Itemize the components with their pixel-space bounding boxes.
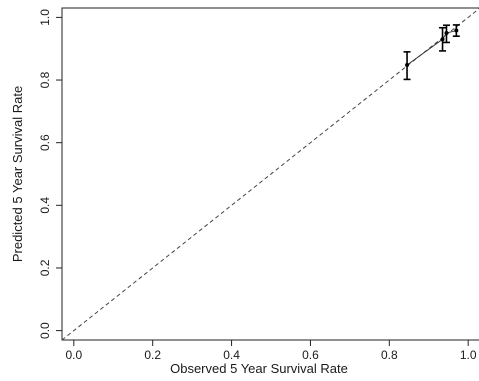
- calibration-curve: [406, 30, 457, 66]
- y-tick-label-1: 0.2: [38, 259, 52, 276]
- data-point-3: [442, 24, 450, 44]
- x-tick-label-4: 0.8: [381, 348, 398, 362]
- point-marker-1: [405, 63, 410, 68]
- point-marker-2: [440, 37, 445, 42]
- x-axis-label: Observed 5 Year Survival Rate: [170, 361, 348, 376]
- y-tick-label-0: 0.0: [38, 322, 52, 339]
- plot-frame: [61, 7, 479, 341]
- x-tick-label-5: 1.0: [460, 348, 477, 362]
- point-marker-3: [444, 31, 449, 36]
- y-tick-label-3: 0.6: [38, 134, 52, 151]
- y-tick-label-2: 0.4: [38, 197, 52, 214]
- x-tick-label-2: 0.4: [223, 348, 240, 362]
- data-point-2: [439, 26, 447, 52]
- data-point-1: [403, 51, 411, 81]
- y-tick-label-5: 1.0: [38, 9, 52, 26]
- x-tick-label-1: 0.2: [144, 348, 161, 362]
- point-marker-4: [454, 28, 459, 33]
- y-tick-label-4: 0.8: [38, 71, 52, 88]
- data-point-4: [452, 24, 460, 37]
- y-axis-label: Predicted 5 Year Survival Rate: [10, 86, 25, 262]
- x-tick-label-0: 0.0: [65, 348, 82, 362]
- x-tick-label-3: 0.6: [302, 348, 319, 362]
- reference-line: [61, 8, 479, 341]
